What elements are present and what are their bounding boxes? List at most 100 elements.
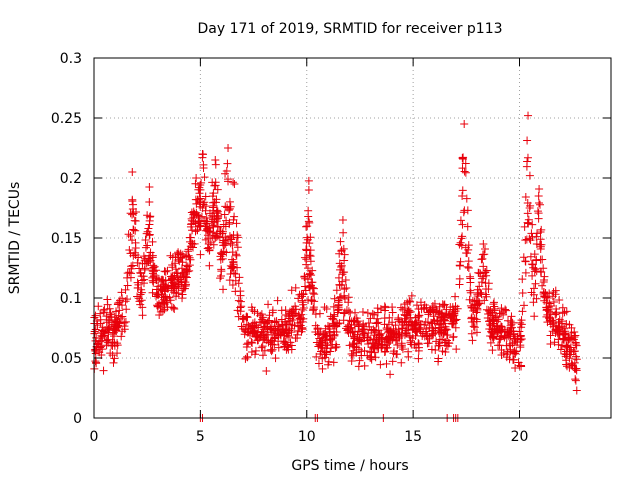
data-point	[478, 254, 487, 263]
data-point	[122, 305, 131, 314]
data-point	[291, 283, 300, 292]
data-point	[272, 317, 281, 326]
data-point	[427, 345, 436, 354]
data-point	[106, 308, 115, 317]
data-point	[540, 275, 549, 284]
data-point	[477, 255, 486, 264]
data-point	[173, 269, 182, 278]
data-point	[217, 249, 226, 258]
data-point	[212, 229, 221, 238]
data-point	[196, 185, 205, 194]
data-point	[318, 338, 327, 347]
data-point	[267, 347, 276, 356]
data-point	[524, 111, 533, 120]
data-point	[268, 336, 277, 345]
data-point	[205, 223, 214, 232]
data-point	[518, 289, 527, 298]
x-tick-label: 0	[90, 429, 99, 445]
data-point	[523, 153, 532, 162]
data-point	[136, 269, 145, 278]
data-point	[468, 336, 477, 345]
data-point	[229, 231, 238, 240]
data-point	[397, 358, 406, 367]
data-point	[344, 298, 353, 307]
data-point	[294, 294, 303, 303]
data-point	[137, 288, 146, 297]
data-point	[212, 217, 221, 226]
data-point	[338, 216, 347, 224]
data-point	[536, 255, 545, 264]
data-point	[332, 342, 341, 351]
data-point	[472, 308, 481, 317]
data-point	[239, 315, 248, 324]
data-point	[562, 307, 571, 316]
data-point	[502, 334, 511, 343]
data-point	[393, 341, 402, 350]
data-point	[486, 338, 495, 347]
data-point	[120, 325, 129, 334]
data-point	[149, 261, 158, 270]
data-point	[469, 317, 478, 326]
data-point	[420, 305, 429, 314]
data-point	[523, 209, 532, 218]
data-point	[511, 364, 520, 373]
data-point	[197, 178, 206, 187]
data-point	[528, 260, 537, 269]
data-point	[371, 339, 380, 348]
data-point	[191, 227, 200, 236]
data-point	[370, 310, 379, 319]
data-point	[556, 345, 565, 354]
data-point	[141, 236, 150, 245]
data-point	[216, 227, 225, 236]
data-point	[339, 309, 348, 318]
data-point	[466, 286, 475, 295]
data-point	[464, 245, 473, 254]
data-point	[234, 312, 243, 321]
data-point	[375, 334, 384, 343]
data-point	[480, 244, 489, 253]
data-point	[507, 320, 516, 329]
data-point	[431, 308, 440, 317]
data-point	[342, 283, 351, 292]
data-point	[118, 294, 127, 303]
data-point	[442, 341, 451, 350]
data-point	[225, 276, 234, 285]
data-point	[463, 249, 472, 258]
data-point	[519, 253, 528, 262]
data-point	[318, 364, 327, 373]
data-point	[213, 209, 222, 218]
data-point	[523, 136, 532, 145]
data-point	[100, 305, 109, 314]
data-point	[503, 350, 512, 359]
data-point	[128, 168, 137, 176]
data-point	[298, 305, 307, 314]
data-point	[542, 312, 551, 321]
data-point	[253, 327, 262, 336]
data-point	[123, 281, 132, 290]
data-point	[540, 292, 549, 301]
data-point	[562, 319, 571, 328]
data-point	[190, 210, 199, 219]
data-point	[201, 192, 210, 201]
data-point	[307, 271, 316, 280]
data-point	[456, 257, 465, 266]
data-point	[363, 308, 372, 317]
data-point	[395, 332, 404, 341]
data-point	[314, 359, 323, 368]
data-point	[266, 345, 275, 354]
data-point	[120, 318, 129, 327]
data-point	[376, 360, 385, 369]
data-point	[528, 271, 537, 280]
data-point	[171, 259, 180, 268]
data-point	[110, 354, 119, 363]
data-point	[457, 234, 466, 243]
data-point	[334, 273, 343, 282]
data-point	[486, 306, 495, 315]
data-point	[331, 343, 340, 352]
data-point	[191, 179, 200, 188]
data-point	[286, 338, 295, 347]
data-point	[380, 337, 389, 346]
chart-title: Day 171 of 2019, SRMTID for receiver p11…	[197, 21, 502, 37]
data-point	[373, 343, 382, 352]
data-point	[423, 339, 432, 348]
